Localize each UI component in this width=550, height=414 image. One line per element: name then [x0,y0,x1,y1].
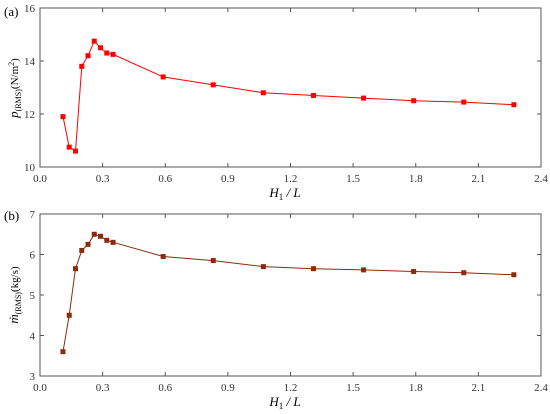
panel-a-y-tick-label: 14 [24,56,36,68]
panel-a-ylabel-rest: (N/m [9,65,21,89]
panel-a-ylabel-sub: (RMS) [14,89,23,112]
panel-a-data-point [60,114,66,120]
panel-a-x-tick-label: 1.5 [346,173,360,185]
panel-a-data-point [104,50,110,56]
panel-b-ticks: 0.0 0.3 0.6 0.9 1.2 1.5 1.8 2.1 2.4 3 4 5 6 7 [30,209,549,394]
panel-a-xlabel-rest: / L [283,185,300,200]
panel-b-xlabel-main: H [268,394,279,409]
panel-b-data-point [104,237,110,243]
panel-a-data-point [361,95,367,101]
panel-b-y-axis-title: ṁ(RMS)(kg/s) [6,266,23,324]
panel-a-y-tick-label: 12 [24,109,35,121]
panel-a-data-point [210,82,216,88]
panel-b-data-point [98,233,104,239]
panel-b-data-point [66,312,72,318]
panel-a-data-point [79,63,85,69]
panel-b-data-point [361,267,367,273]
panel-b-data-point [260,264,266,270]
panel-a-x-tick-label: 0.9 [221,173,235,185]
panel-a-y-axis-title: p(RMS)(N/m2) [6,58,23,119]
panel-b-data-point [210,258,216,264]
panel-a-data-point [72,148,78,154]
panel-a-y-tick-label: 10 [24,162,36,174]
panel-a-data-point [310,92,316,98]
panel-b-x-tick-label: 1.5 [346,382,360,394]
panel-b-data-point [60,349,66,355]
panel-b-data-point [110,239,116,245]
panel-b-x-tick-label: 2.1 [472,382,486,394]
panel-a-x-tick-label: 2.1 [472,173,486,185]
panel-b-label: (b) [4,208,19,223]
panel-a-x-tick-label: 0.0 [33,173,47,185]
panel-a-data-point [160,74,166,80]
chart-panel-a: (a) 0.0 0.3 0.6 0.9 1.2 1.5 1.8 2.1 2.410121416 … [4,3,548,202]
panel-b-xlabel-sub: 1 [279,401,284,411]
panel-b-y-tick-label: 7 [30,209,36,221]
panel-a-data-point [91,38,97,44]
panel-b-x-tick-label: 2.4 [534,382,548,394]
panel-a-data-point [411,98,417,104]
panel-b-y-tick-label: 4 [30,331,36,343]
panel-a-ylabel-main: p [6,111,21,119]
panel-b-data-point [310,266,316,272]
panel-b-x-tick-label: 1.2 [284,382,298,394]
panel-a-x-tick-label: 0.6 [158,173,172,185]
panel-a-y-tick-label: 16 [24,3,36,15]
panel-b-x-tick-label: 0.0 [33,382,47,394]
panel-b-data-point [91,231,97,237]
panel-a-xlabel-main: H [268,185,279,200]
panel-a-x-tick-label: 1.2 [284,173,298,185]
panel-b-x-tick-label: 0.6 [158,382,172,394]
panel-b-data-point [411,269,417,275]
panel-b-data-point [160,254,166,260]
panel-a-data-point [85,53,91,59]
panel-b-series [60,231,517,355]
panel-a-ylabel-end: ) [9,58,21,62]
panel-a-data-point [98,45,104,51]
panel-a-data-point [461,99,467,105]
panel-b-data-point [72,266,78,272]
panel-b-x-axis-title: H1 / L [268,394,300,411]
panel-b-data-point [85,241,91,247]
panel-b-y-tick-label: 6 [30,250,36,262]
panel-b-y-tick-label: 5 [30,290,36,302]
panel-b-ylabel-main: ṁ [6,314,21,323]
panel-a-x-tick-label: 0.3 [96,173,110,185]
panel-b-data-point [511,272,517,278]
panel-a-ylabel-sup: 2 [7,62,16,66]
panel-b-x-tick-label: 0.3 [96,382,110,394]
panel-b-xlabel-rest: / L [283,394,300,409]
panel-a-series [60,38,517,154]
panel-a-data-point [511,102,517,108]
panel-a-ticks: 0.0 0.3 0.6 0.9 1.2 1.5 1.8 2.1 2.4 10 12 14 16 [24,3,548,185]
panel-b-x-tick-label: 1.8 [409,382,423,394]
panel-a-data-point [110,51,116,57]
panel-a-data-point [66,144,72,150]
panel-b-x-tick-label: 0.9 [221,382,235,394]
panel-a-x-tick-label: 2.4 [534,173,548,185]
panel-a-x-axis-title: H1 / L [268,185,300,202]
panel-b-ylabel-sub: (RMS) [14,292,23,315]
chart-panel-b: (b) 0.0 0.3 0.6 0.9 1.2 1.5 1.8 2.1 2.4 3 4 5 6 7 H1 … [4,208,548,411]
panel-a-x-tick-label: 1.8 [409,173,423,185]
panel-b-data-point [461,270,467,276]
panel-a-data-point [260,90,266,96]
panel-b-data-point [79,247,85,253]
panel-b-y-tick-label: 3 [30,371,36,383]
panel-b-ylabel-rest: (kg/s) [9,266,21,292]
panel-a-label: (a) [4,4,18,19]
panel-a-xlabel-sub: 1 [279,192,284,202]
